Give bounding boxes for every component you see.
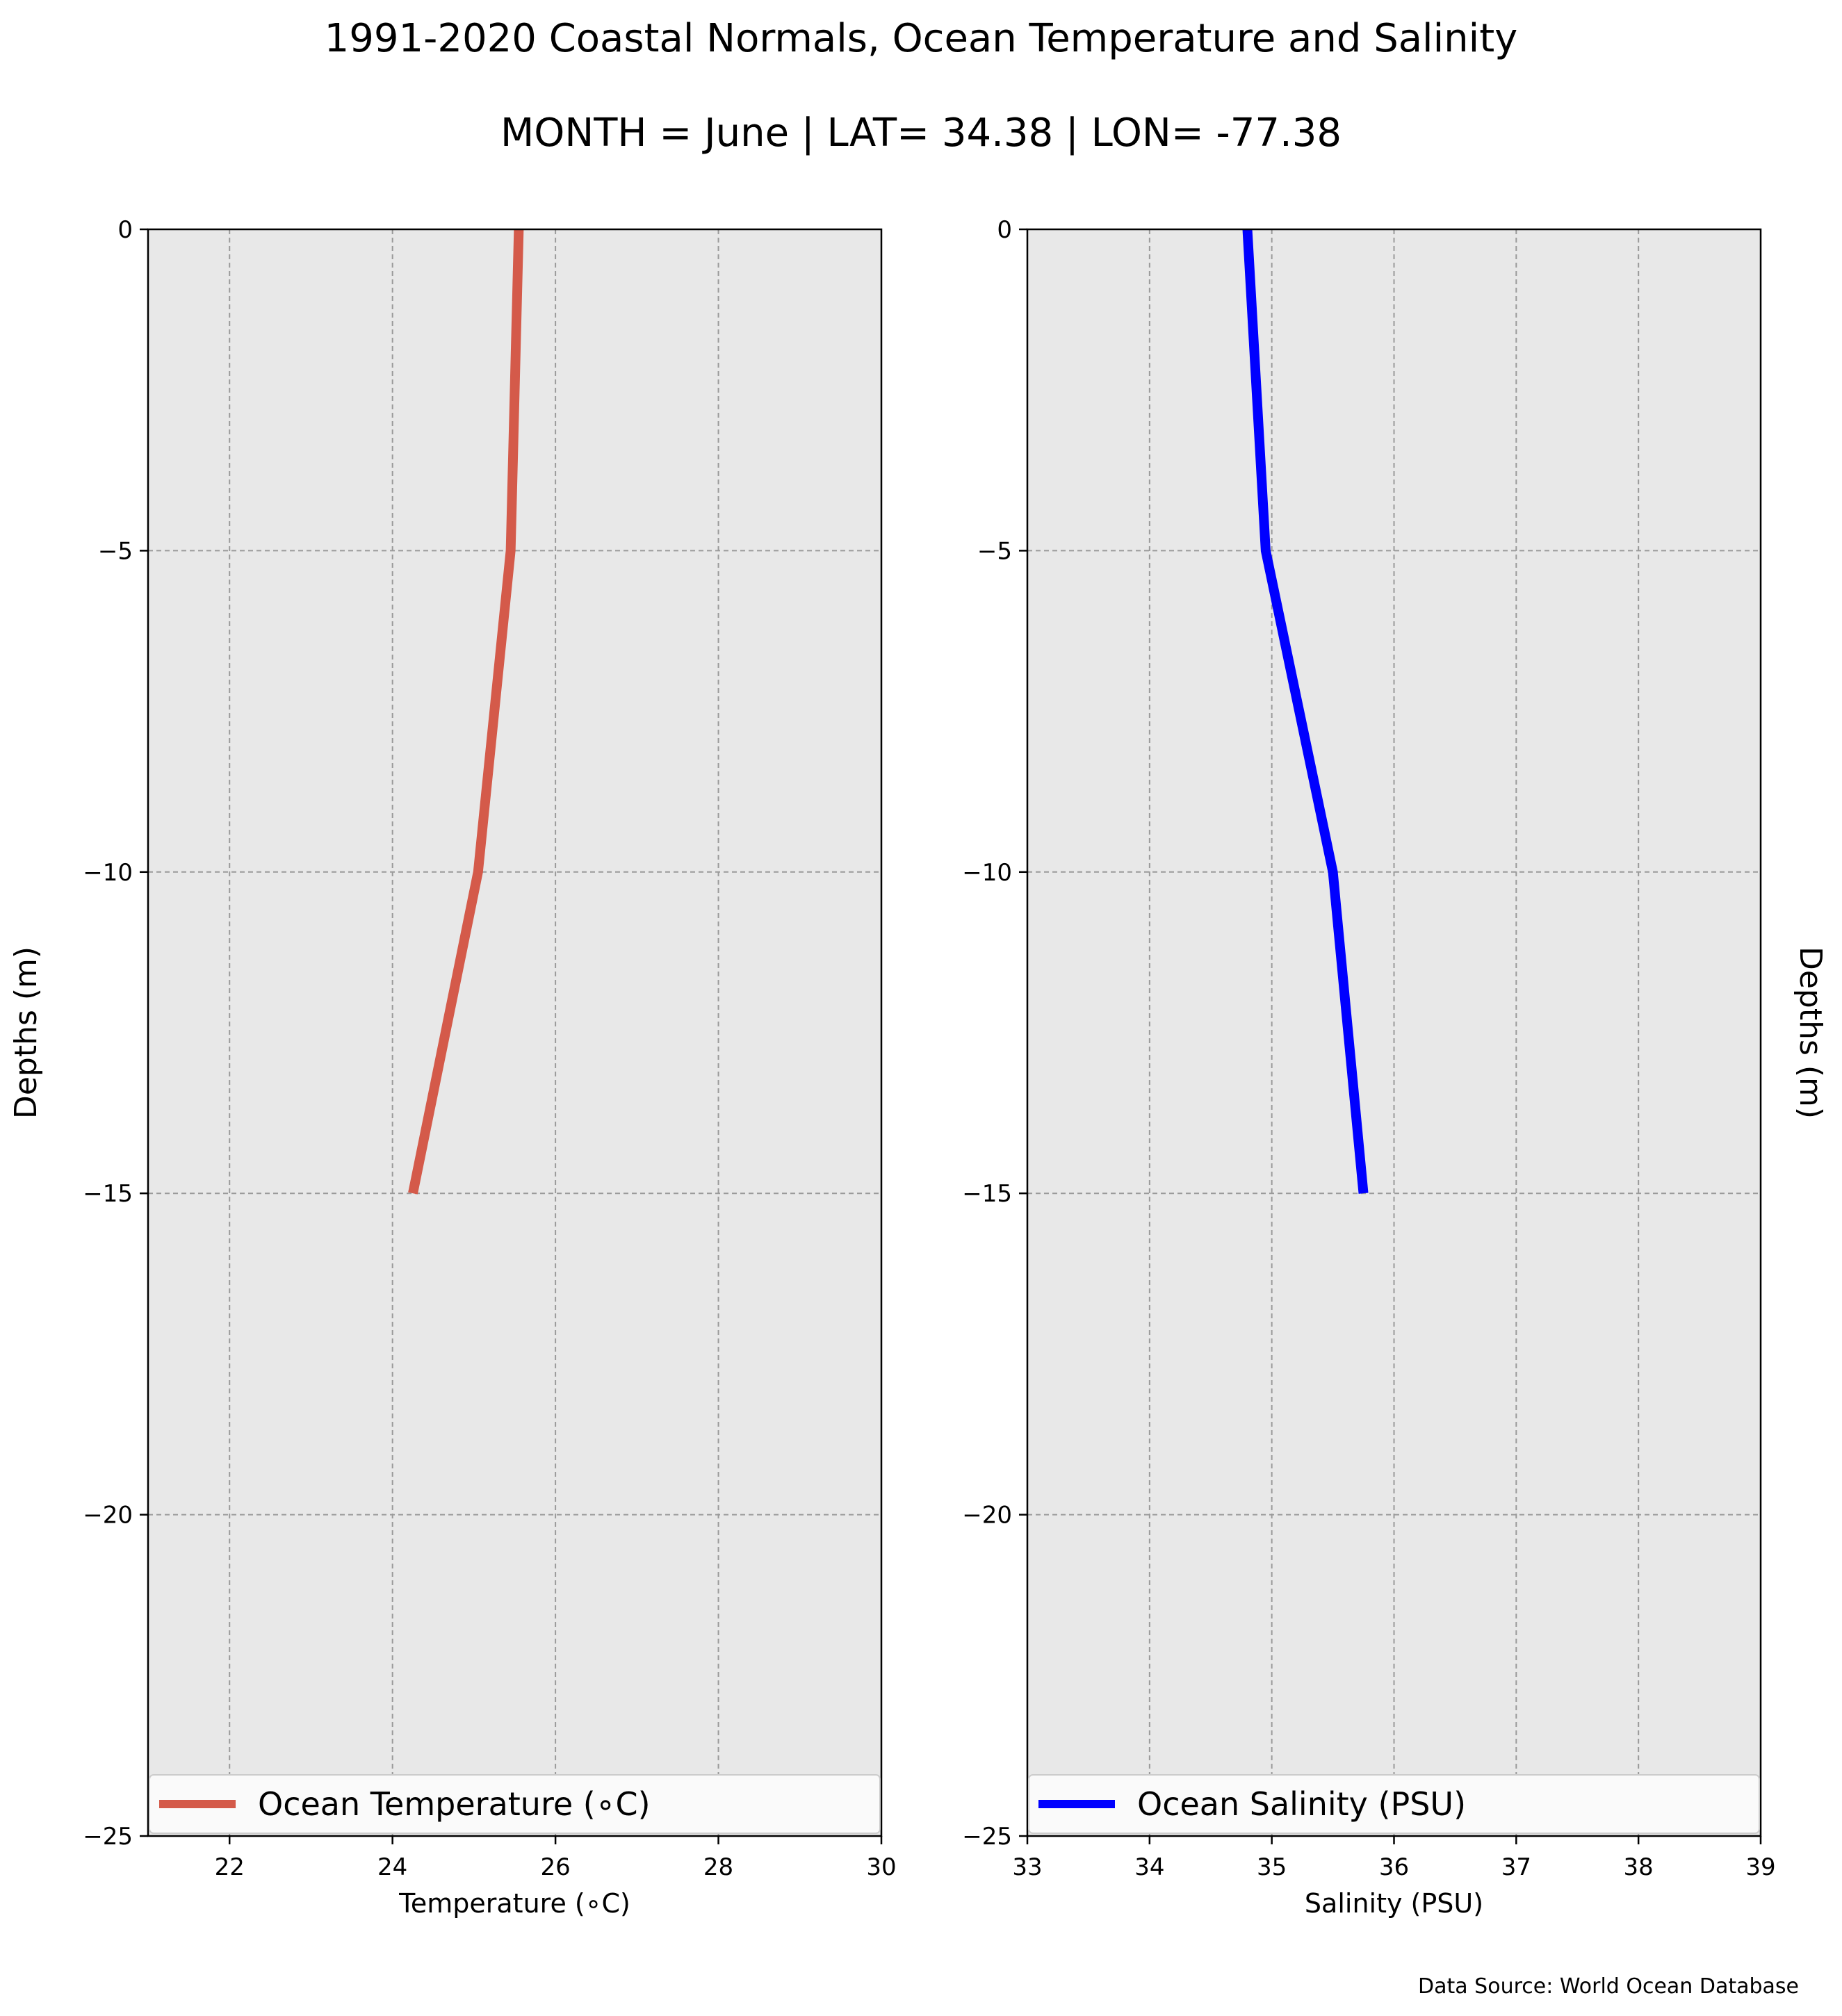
series-line — [408, 229, 524, 1195]
salinity-legend-label: Ocean Salinity (PSU) — [1137, 1785, 1466, 1823]
x-tick-label: 30 — [866, 1853, 896, 1881]
temperature-axes-frame — [147, 228, 883, 1837]
temperature-x-axis-label: Temperature (∘C) — [398, 1888, 630, 1919]
x-tick-label: 37 — [1501, 1853, 1531, 1881]
temperature-legend-box — [149, 1774, 881, 1834]
y-tick-label: 0 — [997, 216, 1012, 244]
temperature-series — [408, 229, 524, 1195]
salinity-legend-box — [1028, 1774, 1760, 1834]
salinity-y-axis-label: Depths (m) — [1793, 946, 1828, 1119]
x-tick-label: 38 — [1624, 1853, 1654, 1881]
x-tick-label: 39 — [1745, 1853, 1775, 1881]
data-source-note: Data Source: World Ocean Database — [1418, 1974, 1799, 1999]
x-tick-label: 28 — [703, 1853, 733, 1881]
y-tick-label: −15 — [962, 1180, 1012, 1208]
y-tick-label: −25 — [962, 1823, 1012, 1851]
series-line — [1242, 229, 1369, 1194]
y-tick-label: 0 — [117, 216, 133, 244]
y-tick-label: −5 — [977, 537, 1012, 565]
salinity-panel: 33 34 35 36 37 38 39 0 −5 −10 −15 −20 −25 Ocean Sali… — [962, 216, 1828, 1919]
y-tick-label: −10 — [962, 859, 1012, 887]
temperature-legend: Ocean Temperature (∘C) — [149, 1774, 881, 1834]
y-tick-label: −25 — [83, 1823, 133, 1851]
x-tick-label: 36 — [1379, 1853, 1409, 1881]
salinity-legend: Ocean Salinity (PSU) — [1028, 1774, 1760, 1834]
x-tick-label: 24 — [377, 1853, 407, 1881]
x-tick-label: 33 — [1012, 1853, 1042, 1881]
x-tick-label: 34 — [1134, 1853, 1164, 1881]
temperature-legend-label: Ocean Temperature (∘C) — [258, 1785, 651, 1823]
y-tick-label: −10 — [83, 859, 133, 887]
salinity-series — [1242, 229, 1369, 1194]
x-tick-label: 35 — [1257, 1853, 1287, 1881]
chart-subtitle: MONTH = June | LAT= 34.38 | LON= -77.38 — [500, 110, 1342, 156]
y-tick-label: −5 — [98, 537, 133, 565]
salinity-ticks: 33 34 35 36 37 38 39 0 −5 −10 −15 −20 −25 — [962, 216, 1775, 1881]
temperature-panel: 22 24 26 28 30 0 −5 −10 −15 −20 −25 Ocean Temperat… — [8, 216, 897, 1919]
temperature-y-axis-label: Depths (m) — [8, 946, 44, 1119]
x-tick-label: 22 — [215, 1853, 245, 1881]
y-tick-label: −15 — [83, 1180, 133, 1208]
temperature-ticks: 22 24 26 28 30 0 −5 −10 −15 −20 −25 — [83, 216, 896, 1881]
salinity-x-axis-label: Salinity (PSU) — [1305, 1888, 1483, 1919]
chart-title: 1991-2020 Coastal Normals, Ocean Tempera… — [325, 16, 1518, 61]
y-tick-label: −20 — [83, 1502, 133, 1530]
x-tick-label: 26 — [540, 1853, 570, 1881]
y-tick-label: −20 — [962, 1502, 1012, 1530]
